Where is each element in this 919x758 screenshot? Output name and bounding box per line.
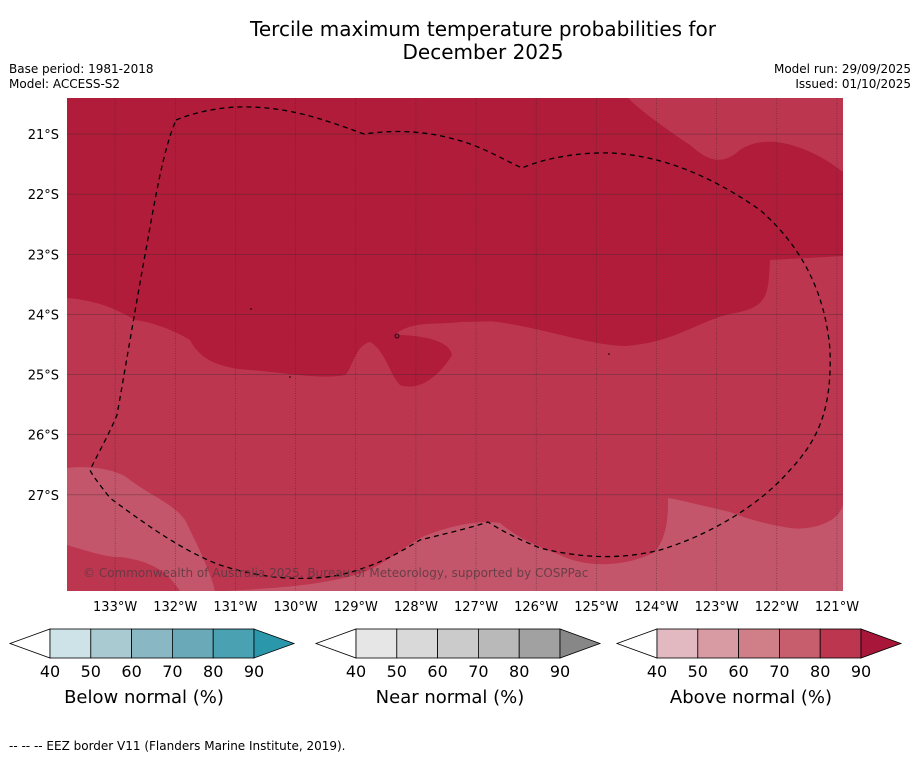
y-tick-label: 27°S	[28, 489, 59, 504]
island-marker	[394, 333, 400, 339]
y-tick-label: 26°S	[28, 429, 59, 444]
colorbar-segment	[656, 628, 699, 659]
colorbar-tick-label: 70	[162, 662, 182, 681]
x-tick-label: 127°W	[454, 600, 498, 615]
y-tick-label: 21°S	[28, 128, 59, 143]
island-marker	[250, 308, 252, 310]
x-tick-label: 126°W	[514, 600, 558, 615]
y-axis-ticks: 21°S 22°S 23°S 24°S 25°S 26°S 27°S	[28, 128, 59, 504]
colorbar-tick-label: 50	[688, 662, 708, 681]
colorbar-max-extension	[860, 628, 903, 659]
region-above-70-80-lower-left	[67, 545, 180, 591]
colorbar-tick-label: 70	[769, 662, 789, 681]
x-tick-label: 123°W	[695, 600, 739, 615]
colorbar-tick-label: 90	[244, 662, 264, 681]
colorbar-min-extension	[615, 628, 658, 659]
island-marker	[608, 353, 610, 355]
x-tick-label: 131°W	[213, 600, 257, 615]
x-tick-label: 124°W	[634, 600, 678, 615]
model-text: Model: ACCESS-S2	[9, 77, 121, 91]
colorbar-tick-label: 50	[81, 662, 101, 681]
y-tick-label: 25°S	[28, 369, 59, 384]
colorbar-segment	[518, 628, 561, 659]
chart-title-line1: Tercile maximum temperature probabilitie…	[250, 17, 716, 41]
colorbar-above: 40 50 60 70 80 90 Above normal (%)	[615, 628, 903, 708]
colorbar-segment	[396, 628, 438, 659]
x-tick-label: 125°W	[574, 600, 618, 615]
base-period-text: Base period: 1981-2018	[9, 62, 154, 76]
colorbar-max-extension	[253, 628, 296, 659]
map-fill-layer	[67, 98, 843, 591]
colorbar-tick-label: 80	[509, 662, 529, 681]
colorbar-segment	[90, 628, 133, 659]
colorbar-tick-label: 40	[40, 662, 60, 681]
region-above-60-70-south	[225, 498, 843, 591]
model-run-text: Model run: 29/09/2025	[773, 62, 911, 76]
colorbar-tick-label: 80	[203, 662, 223, 681]
colorbar-segment	[131, 628, 173, 659]
x-tick-label: 130°W	[274, 600, 318, 615]
colorbar-below: 40 50 60 70 80 90 Below normal (%)	[8, 628, 296, 708]
y-tick-label: 23°S	[28, 248, 59, 263]
colorbar-segment	[477, 628, 520, 659]
y-tick-label: 24°S	[28, 308, 59, 323]
eez-border	[89, 106, 831, 580]
x-tick-label: 133°W	[93, 600, 137, 615]
colorbar-segment	[437, 628, 479, 659]
meta-left: Base period: 1981-2018 Model: ACCESS-S2	[9, 62, 154, 92]
colorbar-near: 40 50 60 70 80 90 Near normal (%)	[314, 628, 602, 708]
colorbar-tick-label: 80	[810, 662, 830, 681]
y-tick-label: 22°S	[28, 188, 59, 203]
x-tick-label: 128°W	[394, 600, 438, 615]
colorbar-title: Near normal (%)	[376, 687, 525, 708]
colorbar-segment	[819, 628, 862, 659]
colorbar-segment	[171, 628, 214, 659]
island-markers	[250, 308, 610, 378]
colorbar-tick-label: 70	[468, 662, 488, 681]
colorbar-segment	[355, 628, 398, 659]
colorbar-tick-label: 40	[647, 662, 667, 681]
island-marker	[289, 376, 291, 378]
colorbar-min-extension	[314, 628, 357, 659]
colorbar-segment	[738, 628, 780, 659]
colorbar-tick-label: 60	[427, 662, 447, 681]
colorbar-tick-label: 50	[387, 662, 407, 681]
grid-lines	[67, 98, 843, 591]
colorbar-tick-label: 60	[728, 662, 748, 681]
colorbar-segment	[697, 628, 739, 659]
colorbar-tick-label: 90	[550, 662, 570, 681]
colorbar-min-extension	[8, 628, 51, 659]
x-tick-label: 121°W	[815, 600, 859, 615]
colorbar-tick-label: 60	[121, 662, 141, 681]
colorbar-tick-label: 40	[346, 662, 366, 681]
chart-title: Tercile maximum temperature probabilitie…	[0, 18, 919, 64]
chart-title-line2: December 2025	[402, 40, 564, 64]
colorbar-segment	[49, 628, 92, 659]
colorbar-segment	[212, 628, 255, 659]
meta-right: Model run: 29/09/2025 Issued: 01/10/2025	[774, 62, 911, 92]
copyright-notice: © Commonwealth of Australia 2025, Bureau…	[83, 566, 588, 580]
x-tick-label: 129°W	[334, 600, 378, 615]
probability-map: 21°S22°S23°S24°S25°S26°S27°S 133°W 132°W 1…	[28, 98, 859, 615]
x-axis-ticks: 133°W 132°W 131°W 130°W 129°W 128°W 127°W 126°W…	[93, 600, 859, 615]
colorbar-segment	[779, 628, 821, 659]
colorbar-title: Above normal (%)	[670, 687, 832, 708]
issued-text: Issued: 01/10/2025	[795, 77, 911, 91]
footnote: -- -- -- EEZ border V11 (Flanders Marine…	[9, 739, 346, 753]
colorbar-tick-label: 90	[851, 662, 871, 681]
colorbar-title: Below normal (%)	[64, 687, 224, 708]
x-tick-label: 132°W	[153, 600, 197, 615]
colorbar-max-extension	[559, 628, 602, 659]
x-tick-label: 122°W	[755, 600, 799, 615]
eez-border-path	[89, 106, 831, 580]
